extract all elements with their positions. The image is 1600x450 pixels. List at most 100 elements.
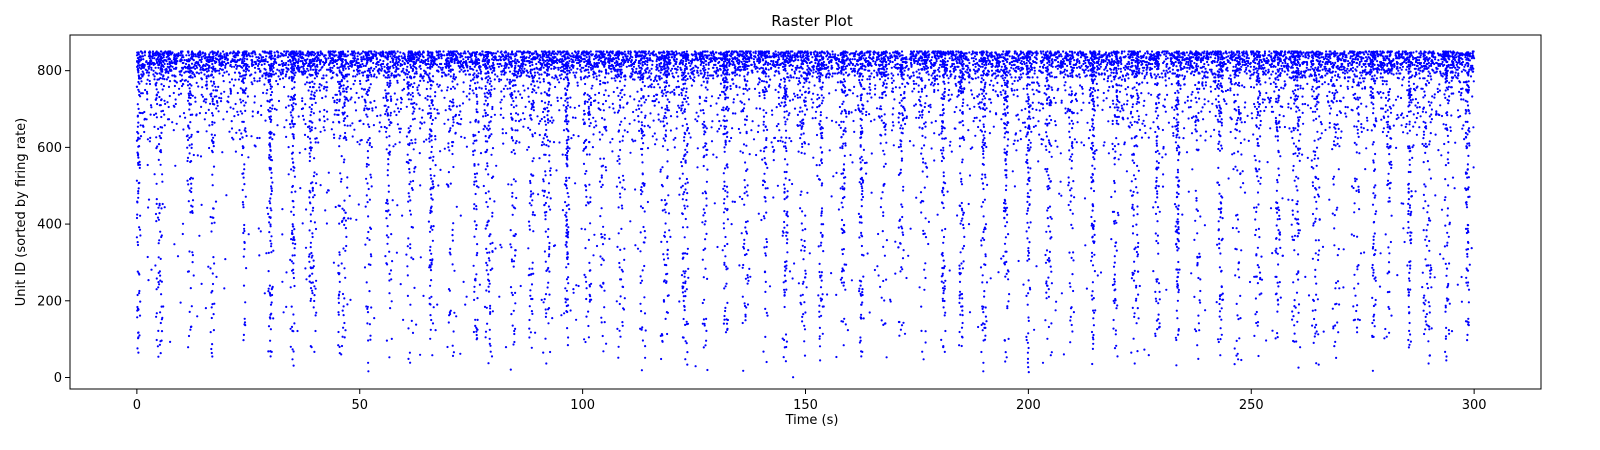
spike-dot <box>335 62 339 66</box>
spike-dot <box>951 57 954 60</box>
spike-dot <box>1046 61 1049 65</box>
spike-dot <box>587 65 590 68</box>
spike-dot <box>1161 76 1164 79</box>
spike-dot <box>1267 70 1270 73</box>
spike-dot <box>655 60 658 63</box>
spike-dot <box>1041 65 1044 68</box>
spike-dot <box>535 66 538 69</box>
spike-dot <box>1120 62 1123 66</box>
spike-dot <box>812 71 815 74</box>
spike-dot <box>755 65 758 68</box>
spike-dot <box>996 68 999 71</box>
spike-dot <box>1463 65 1466 68</box>
spike-dot <box>746 73 749 76</box>
spike-dot <box>1435 66 1438 69</box>
spike-dot <box>598 69 601 72</box>
spike-dot <box>671 67 674 70</box>
spike-dot <box>1120 59 1123 62</box>
spike-dot <box>554 74 557 77</box>
spike-dot <box>854 64 857 67</box>
spike-dot <box>603 60 606 63</box>
spike-dot <box>987 62 990 66</box>
spike-dot <box>426 66 429 69</box>
spike-dot <box>382 60 385 63</box>
spike-dot <box>1464 63 1467 66</box>
spike-dot <box>863 68 866 71</box>
spike-dot <box>968 61 971 65</box>
spike-dot <box>1331 61 1334 65</box>
spike-dot <box>1399 66 1402 69</box>
spike-dot <box>1349 57 1352 60</box>
spike-dot <box>260 58 263 61</box>
spike-dot <box>1032 60 1035 63</box>
spike-dot <box>1250 53 1253 56</box>
spike-dot <box>1048 63 1051 66</box>
spike-dot <box>644 60 647 63</box>
spike-dot <box>322 74 325 77</box>
spike-dot <box>735 73 739 76</box>
spike-dot <box>150 66 153 69</box>
spike-dot <box>918 76 921 79</box>
spike-dot <box>182 56 185 59</box>
spike-dot <box>529 68 533 71</box>
spike-dot <box>460 60 463 63</box>
spike-dot <box>463 69 466 72</box>
spike-dot <box>1402 76 1405 79</box>
spike-dot <box>579 76 582 79</box>
spike-dot <box>887 59 890 62</box>
spike-dot <box>1285 64 1288 67</box>
spike-dot <box>613 77 616 80</box>
spike-dot <box>885 67 889 70</box>
spike-dot <box>359 63 362 66</box>
spike-dot <box>1440 62 1443 66</box>
spike-dot <box>327 57 330 60</box>
spike-dot <box>1364 73 1368 76</box>
spike-dot <box>1080 64 1083 67</box>
spike-dot <box>1072 66 1075 69</box>
spike-dot <box>553 77 556 80</box>
spike-dot <box>731 71 734 74</box>
spike-dot <box>734 69 737 72</box>
spike-dot <box>1012 63 1016 66</box>
spike-dot <box>1007 71 1010 74</box>
spike-dot <box>905 56 908 59</box>
spike-dot <box>887 77 890 80</box>
spike-dot <box>233 59 236 62</box>
spike-dot <box>277 63 281 66</box>
spike-dot <box>1356 65 1359 68</box>
spike-dot <box>155 60 158 64</box>
spike-dot <box>895 55 899 58</box>
spike-dot <box>1341 71 1345 74</box>
spike-dot <box>1258 77 1261 80</box>
spike-dot <box>1361 71 1364 74</box>
spike-dot <box>635 54 638 57</box>
spike-dot <box>420 60 423 64</box>
spike-dot <box>682 73 685 76</box>
spike-dot <box>406 65 409 68</box>
spike-dot <box>796 66 800 69</box>
spike-dot <box>171 74 174 77</box>
spike-dot <box>372 61 375 65</box>
spike-dot <box>733 56 737 59</box>
spike-dot <box>575 71 578 74</box>
spike-dot <box>592 76 595 79</box>
spike-dot <box>304 54 307 57</box>
spike-dot <box>181 66 185 69</box>
spike-dot <box>1254 57 1257 60</box>
spike-dot <box>775 55 778 58</box>
spike-dot <box>1345 56 1348 59</box>
spike-dot <box>491 71 494 74</box>
spike-dot <box>1131 64 1134 67</box>
spike-dot <box>878 71 881 74</box>
spike-dot <box>419 67 422 70</box>
spike-dot <box>188 54 191 57</box>
spike-dot <box>176 60 179 63</box>
spike-dot <box>462 58 465 61</box>
spike-dot <box>288 76 291 79</box>
spike-dot <box>1119 60 1122 64</box>
spike-dot <box>946 74 949 77</box>
spike-dot <box>140 73 143 76</box>
spike-dot <box>844 71 848 74</box>
spike-dot <box>295 60 298 64</box>
spike-dot <box>874 60 877 64</box>
